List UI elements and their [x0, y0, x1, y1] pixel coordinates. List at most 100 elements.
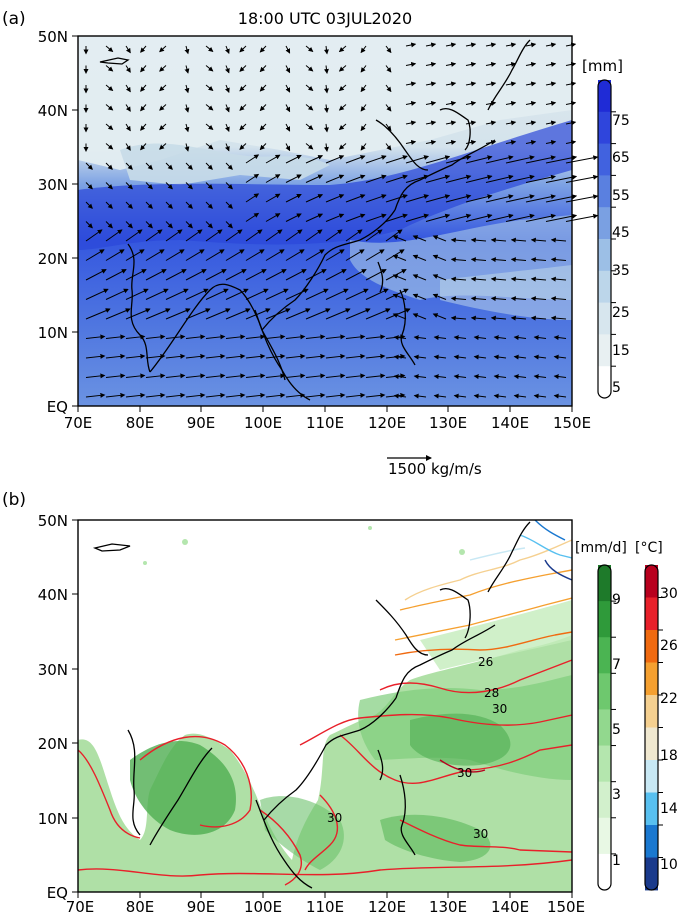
colorbar-a-segment	[598, 239, 611, 272]
flux-vector	[445, 213, 472, 222]
flux-vector	[405, 42, 417, 48]
flux-vector	[285, 229, 303, 242]
colorbar-sst-segment	[645, 695, 658, 728]
flux-vector	[245, 373, 266, 379]
flux-vector	[338, 65, 347, 72]
flux-vector	[140, 104, 147, 112]
flux-vector	[525, 174, 556, 183]
flux-vector	[145, 221, 153, 229]
flux-vector	[325, 392, 346, 398]
flux-vector	[125, 308, 151, 320]
flux-vector	[412, 254, 427, 261]
flux-vector	[205, 308, 231, 320]
colorbar-sst-segment	[645, 825, 658, 858]
flux-vector	[493, 374, 507, 380]
flux-vector	[533, 354, 547, 360]
flux-vector	[485, 81, 497, 87]
flux-vector	[485, 155, 514, 164]
flux-vector	[225, 288, 249, 300]
flux-vector	[360, 104, 367, 112]
flux-vector	[225, 334, 246, 340]
flux-vector	[305, 155, 324, 164]
flux-vector	[225, 104, 230, 113]
flux-vector	[85, 249, 105, 261]
colorbar-a-labels: 75 65 55 45 35 25 15 5	[612, 113, 630, 396]
flux-vector	[305, 308, 331, 320]
flux-vector	[525, 100, 537, 106]
flux-vector	[85, 162, 93, 170]
flux-vector	[490, 296, 507, 302]
flux-vector	[325, 155, 345, 164]
flux-vector	[360, 143, 367, 151]
flux-vector	[185, 249, 205, 261]
flux-vector	[85, 373, 106, 379]
flux-vector	[105, 201, 113, 209]
flux-vector	[505, 155, 535, 164]
flux-vector	[285, 104, 291, 113]
flux-vector	[385, 143, 392, 151]
flux-vector	[285, 154, 302, 164]
flux-vector	[505, 42, 517, 48]
flux-vector	[245, 229, 263, 242]
flux-vector	[225, 123, 230, 133]
flux-vector	[285, 45, 291, 54]
flux-vector	[185, 334, 206, 340]
flux-vector	[465, 81, 477, 87]
flux-vector	[205, 84, 214, 91]
flux-vector	[105, 182, 113, 190]
flux-vector	[225, 249, 245, 261]
contour-labels: 26 28 30 30 30 30	[327, 655, 507, 841]
colorbar-a: [mm] 75 65 55 45 35 25 15 5	[582, 57, 630, 399]
flux-vector	[425, 61, 437, 67]
colorbar-precip-segment	[598, 781, 611, 819]
flux-vector	[125, 334, 146, 340]
flux-vector	[305, 392, 326, 398]
flux-vector	[445, 100, 457, 106]
flux-vector	[125, 104, 131, 112]
flux-vector	[323, 65, 329, 74]
flux-vector	[485, 139, 497, 145]
colorbar-a-label: 55	[612, 188, 630, 204]
flux-vector	[545, 61, 557, 67]
lon-label: 80E	[126, 414, 155, 432]
flux-vector	[305, 269, 327, 281]
flux-vector	[385, 174, 408, 183]
colorbar-precip-segment	[598, 817, 611, 855]
flux-vector	[345, 229, 363, 242]
colorbar-a-segment	[598, 175, 611, 208]
flux-vector	[393, 335, 407, 341]
flux-vector	[392, 254, 407, 261]
flux-vector	[105, 65, 114, 72]
colorbar-sst-labels: 30 26 22 18 14 10	[660, 586, 678, 873]
flux-vector	[510, 315, 527, 321]
flux-vector	[505, 213, 535, 222]
flux-vector	[305, 45, 314, 52]
flux-vector	[465, 100, 477, 106]
flux-vector	[412, 313, 427, 320]
flux-vector	[225, 162, 233, 170]
flux-vector	[239, 143, 247, 150]
flux-vector	[465, 120, 477, 126]
lon-label: 70E	[66, 898, 95, 916]
flux-vector	[470, 276, 487, 282]
flux-vector	[125, 45, 131, 54]
flux-vector	[325, 288, 349, 300]
flux-vector	[393, 374, 407, 380]
flux-vector	[505, 174, 535, 183]
flux-vector	[445, 194, 472, 203]
flux-vector	[245, 288, 269, 300]
flux-vector	[360, 123, 367, 132]
flux-vector	[265, 174, 281, 183]
flux-vector	[470, 257, 487, 263]
flux-vector	[365, 288, 389, 300]
moisture-flux-vectors	[83, 42, 599, 399]
flux-vector	[425, 81, 437, 87]
flux-vector	[145, 269, 167, 281]
lat-label: EQ	[47, 884, 68, 902]
colorbar-precip-segment	[598, 745, 611, 783]
flux-vector	[323, 104, 329, 113]
flux-vector	[140, 65, 147, 73]
flux-vector	[445, 155, 472, 164]
flux-vector	[105, 288, 129, 300]
colorbar-sst-segment	[645, 565, 658, 598]
